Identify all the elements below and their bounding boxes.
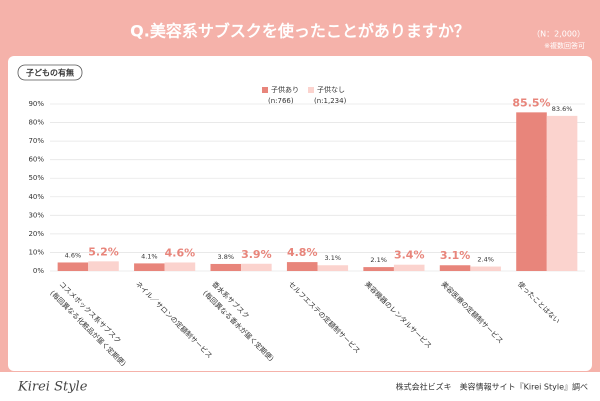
y-tick-label: 40% (28, 193, 44, 201)
legend-sample: (n:1,234) (314, 97, 347, 105)
chart-title: Q.美容系サブスクを使ったことがありますか？ (130, 22, 470, 41)
y-tick-label: 10% (28, 248, 44, 256)
y-tick-label: 60% (28, 156, 44, 164)
bar (210, 263, 242, 271)
data-label: 3.1% (440, 249, 471, 262)
bar (470, 266, 501, 271)
legend-swatch (308, 87, 314, 93)
data-label: 3.1% (325, 254, 342, 262)
legend-sample: (n:766) (268, 97, 294, 105)
bar (134, 263, 165, 271)
data-label: 3.4% (394, 249, 425, 262)
sample-note: （N：2,000） (532, 30, 585, 39)
data-label: 4.1% (141, 252, 158, 260)
panel (8, 56, 592, 371)
data-label: 4.6% (165, 246, 196, 259)
bar (363, 267, 394, 271)
data-label: 5.2% (88, 245, 119, 258)
data-label: 3.8% (218, 253, 235, 261)
bar (57, 262, 89, 271)
bar (516, 112, 547, 271)
footer-band (0, 372, 600, 401)
bar (88, 261, 119, 271)
bar (317, 265, 349, 271)
y-tick-label: 0% (33, 267, 44, 275)
bar (164, 262, 196, 271)
data-label: 4.8% (287, 246, 318, 259)
badge-box (17, 64, 83, 81)
data-label: 4.6% (65, 251, 82, 259)
bar (439, 265, 471, 271)
y-tick-label: 30% (28, 211, 44, 219)
y-tick-label: 90% (28, 100, 44, 108)
footer-credit: 株式会社ビズキ 美容情報サイト『Kirei Style』調べ (396, 382, 588, 392)
y-tick-label: 80% (28, 119, 44, 127)
y-tick-label: 50% (28, 174, 44, 182)
bar (241, 263, 272, 271)
note: ※複数回答可 (544, 41, 585, 50)
data-label: 2.1% (370, 256, 387, 264)
data-label: 85.5% (512, 96, 550, 109)
bar (393, 264, 425, 271)
legend-label: 子供あり (271, 85, 299, 94)
bar (546, 115, 578, 272)
data-label: 83.6% (552, 105, 573, 113)
bar (286, 262, 318, 271)
y-tick-label: 20% (28, 230, 44, 238)
legend-swatch (262, 87, 268, 93)
badge: 子どもの有無 (26, 68, 74, 78)
legend-label: 子供なし (317, 85, 345, 94)
y-tick-label: 70% (28, 137, 44, 145)
data-label: 3.9% (241, 248, 272, 261)
footer-logo: Kirei Style (17, 380, 88, 395)
data-label: 2.4% (477, 256, 494, 264)
